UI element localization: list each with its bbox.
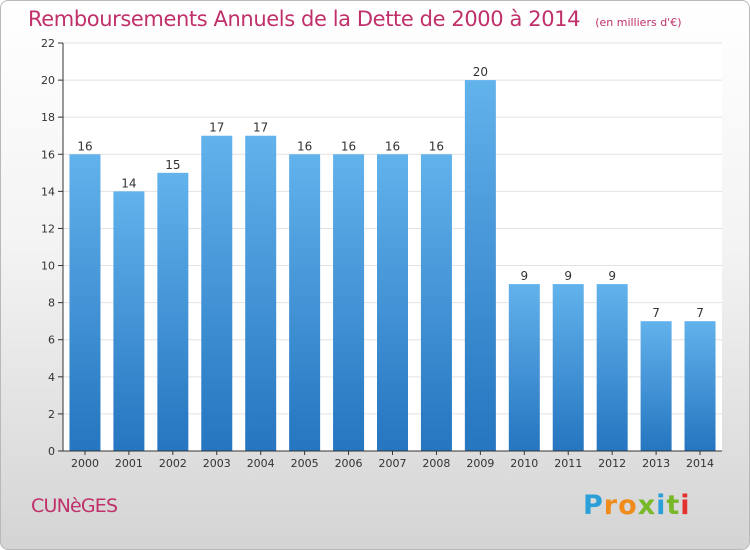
data-label: 9 (608, 269, 616, 283)
x-tick-label: 2014 (686, 457, 714, 470)
data-label: 7 (696, 306, 704, 320)
y-tick-label: 12 (41, 222, 55, 235)
commune-name: CUNèGES (31, 495, 118, 517)
bar (201, 135, 233, 451)
proxiti-logo: Proxiti (583, 490, 691, 521)
x-tick-label: 2006 (335, 457, 363, 470)
bar (157, 172, 189, 451)
logo-letter: t (666, 490, 681, 521)
bar (464, 80, 496, 451)
logo-letter: x (637, 490, 657, 521)
logo-letter: i (680, 490, 691, 521)
x-tick-label: 2008 (422, 457, 450, 470)
x-tick-label: 2013 (642, 457, 670, 470)
data-label: 9 (564, 269, 572, 283)
logo-letter: i (656, 490, 667, 521)
data-label: 9 (520, 269, 528, 283)
data-label: 14 (121, 176, 136, 190)
data-label: 7 (652, 306, 660, 320)
y-tick-label: 6 (48, 334, 55, 347)
x-tick-label: 2007 (379, 457, 407, 470)
y-tick-label: 22 (41, 37, 55, 50)
y-tick-label: 4 (48, 371, 55, 384)
bar (508, 284, 540, 451)
bar (289, 154, 321, 452)
x-tick-label: 2010 (510, 457, 538, 470)
x-tick-label: 2000 (71, 457, 99, 470)
data-label: 16 (77, 139, 92, 153)
data-label: 17 (253, 121, 268, 135)
logo-letter: r (603, 490, 619, 521)
data-label: 16 (297, 139, 312, 153)
bar (596, 284, 628, 451)
data-label: 15 (165, 158, 180, 172)
data-label: 16 (385, 139, 400, 153)
y-tick-label: 10 (41, 260, 55, 273)
logo-letter: o (618, 490, 638, 521)
y-tick-label: 2 (48, 408, 55, 421)
chart-title: Remboursements Annuels de la Dette de 20… (28, 7, 581, 31)
bar (552, 284, 584, 451)
chart-unit: (en milliers d'€) (595, 16, 682, 29)
data-label: 17 (209, 121, 224, 135)
chart-title-row: Remboursements Annuels de la Dette de 20… (28, 7, 681, 31)
y-tick-label: 8 (48, 297, 55, 310)
bar (333, 154, 365, 452)
bar (640, 321, 672, 451)
data-label: 16 (429, 139, 444, 153)
y-tick-label: 14 (41, 185, 55, 198)
x-tick-label: 2009 (466, 457, 494, 470)
y-tick-label: 18 (41, 111, 55, 124)
bar (377, 154, 408, 452)
bar (113, 191, 145, 451)
bar (69, 154, 101, 452)
bar (684, 321, 716, 451)
y-tick-label: 16 (41, 148, 55, 161)
logo-letter: P (583, 490, 604, 521)
x-tick-label: 2003 (203, 457, 231, 470)
x-tick-label: 2004 (247, 457, 275, 470)
data-label: 16 (341, 139, 356, 153)
bar (245, 135, 277, 451)
x-tick-label: 2001 (115, 457, 143, 470)
x-tick-label: 2002 (159, 457, 187, 470)
x-tick-label: 2005 (291, 457, 319, 470)
x-tick-label: 2012 (598, 457, 626, 470)
bar (420, 154, 452, 452)
x-tick-label: 2011 (554, 457, 582, 470)
data-label: 20 (473, 65, 488, 79)
y-tick-label: 20 (41, 74, 55, 87)
y-tick-label: 0 (48, 445, 55, 458)
